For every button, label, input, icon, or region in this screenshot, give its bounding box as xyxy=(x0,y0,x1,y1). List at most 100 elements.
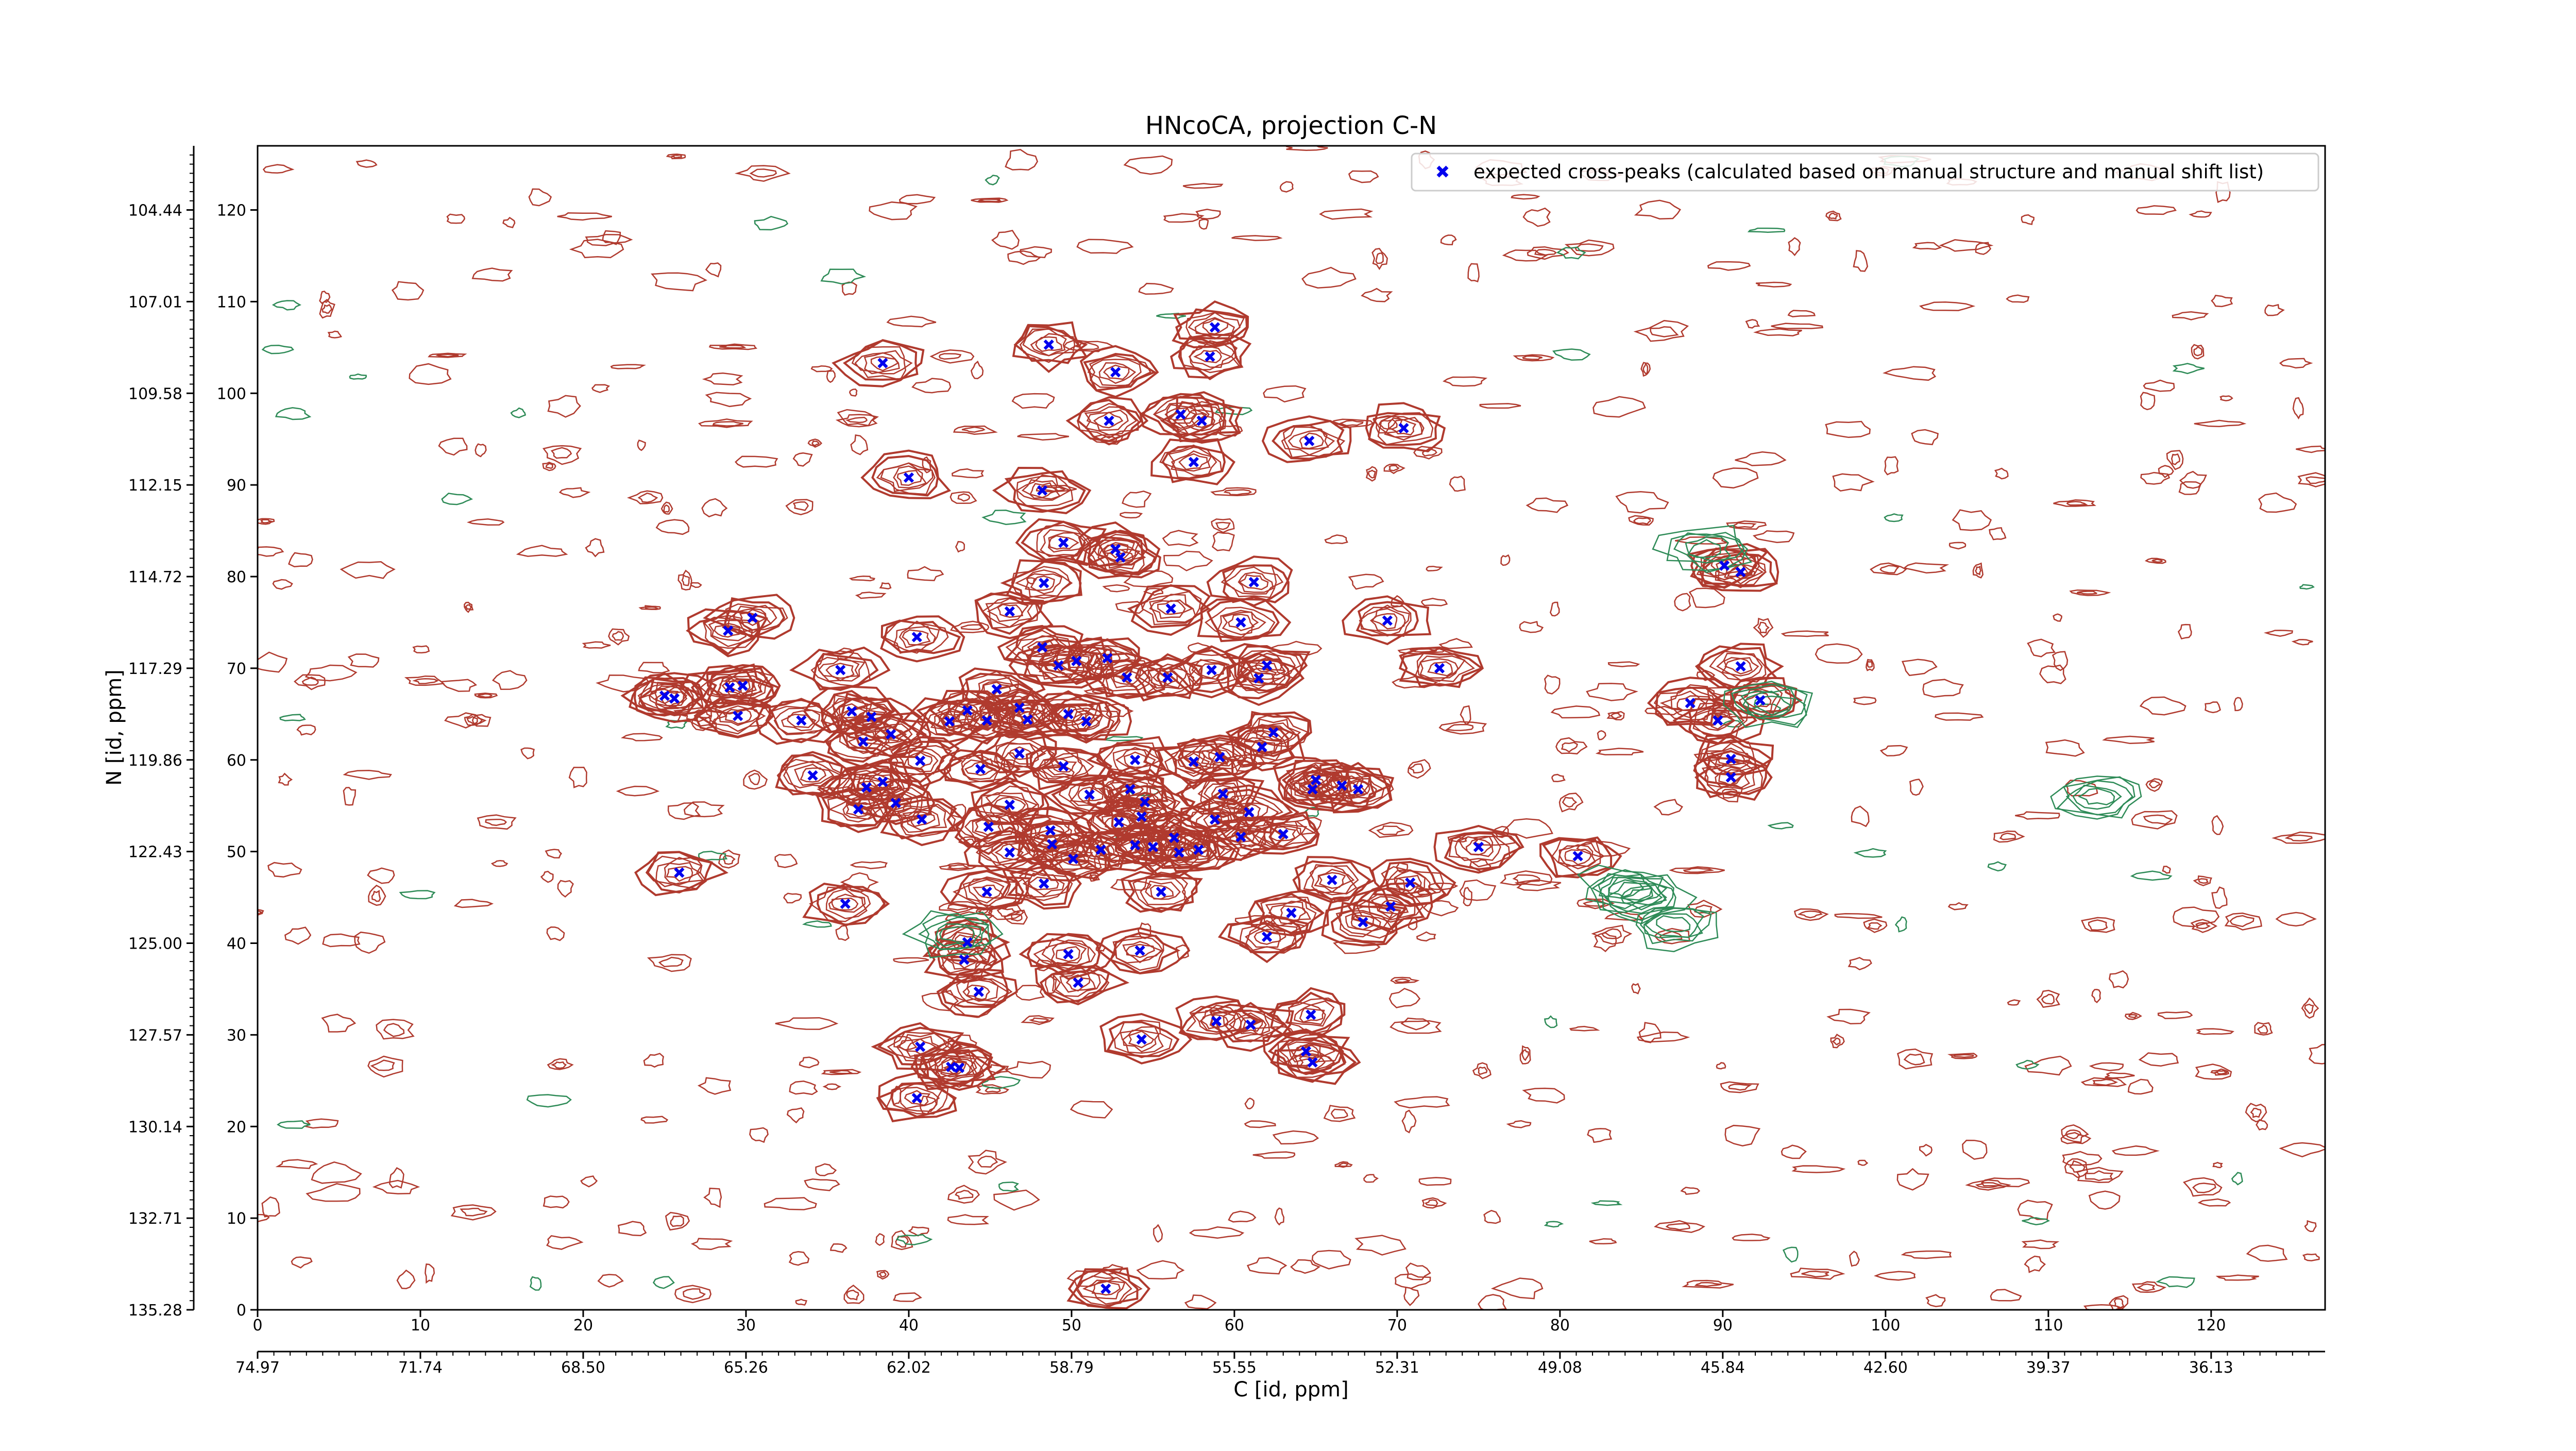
contour-line xyxy=(306,1183,361,1202)
contour-line xyxy=(921,1048,996,1085)
contour-line xyxy=(743,769,768,790)
contour-line xyxy=(1544,1221,1564,1228)
contour-line xyxy=(464,604,472,610)
cross-peak-marker xyxy=(1139,797,1150,807)
contour-line xyxy=(1521,1049,1530,1061)
contour-line xyxy=(827,723,890,759)
cross-peak-marker xyxy=(1102,653,1113,664)
cross-peak-marker xyxy=(1037,642,1048,653)
contour-line xyxy=(275,1159,318,1169)
contour-line xyxy=(997,603,1024,618)
contour-line xyxy=(2308,1043,2325,1065)
cross-peak-marker xyxy=(1572,851,1583,862)
contour-line xyxy=(837,409,876,427)
contour-line xyxy=(941,696,993,724)
cross-peak-marker xyxy=(1004,799,1015,811)
cross-peak-marker xyxy=(1125,784,1136,795)
contour-line xyxy=(1866,659,1875,671)
contour-line xyxy=(1368,822,1414,838)
contour-line xyxy=(1347,887,1425,931)
cross-peak-marker xyxy=(858,736,869,747)
contour-line xyxy=(446,213,466,224)
y-ppm-tick-label: 135.28 xyxy=(128,1302,182,1320)
contour-line xyxy=(1189,340,1238,370)
contour-line xyxy=(896,805,947,833)
x-ppm-tick-label: 55.55 xyxy=(1212,1359,1257,1377)
contour-line xyxy=(1299,1007,1325,1023)
contour-line xyxy=(2088,1190,2121,1210)
cross-peak-marker xyxy=(1045,825,1056,836)
cross-peak-marker xyxy=(1261,931,1273,942)
contour-line xyxy=(1015,518,1108,566)
cross-peak-marker xyxy=(1165,603,1176,614)
contour-line xyxy=(1709,650,1767,683)
cross-peak-marker xyxy=(1039,878,1049,889)
contour-line xyxy=(807,438,823,448)
cross-peak-marker xyxy=(1130,754,1141,765)
contour-line xyxy=(1392,676,1438,689)
cross-peak-marker xyxy=(1156,886,1166,898)
contour-line xyxy=(891,1082,943,1112)
cross-peak-marker xyxy=(1175,409,1186,420)
contour-line xyxy=(321,303,333,314)
cross-peak-marker xyxy=(1058,761,1069,772)
contour-line xyxy=(1867,661,1873,668)
contour-line xyxy=(832,339,925,387)
contour-line xyxy=(850,861,888,869)
contour-line xyxy=(1038,649,1080,680)
contour-line xyxy=(355,159,378,168)
contour-line xyxy=(1724,657,1753,675)
contour-line xyxy=(1082,1279,1126,1300)
contour-line xyxy=(1383,463,1405,475)
contour-line xyxy=(477,814,517,830)
contour-line xyxy=(1372,412,1434,446)
contour-line xyxy=(1919,301,1976,311)
contour-line xyxy=(703,594,795,640)
contour-line xyxy=(2088,919,2108,931)
contour-line xyxy=(655,519,690,535)
contour-line xyxy=(1036,959,1052,972)
contour-line xyxy=(2021,214,2035,225)
contour-line xyxy=(1163,213,1205,223)
contour-line xyxy=(1175,767,1265,818)
y-index-tick-label: 120 xyxy=(217,202,246,220)
contour-line xyxy=(1539,837,1622,878)
contour-line xyxy=(1008,746,1033,760)
contour-line xyxy=(1150,885,1174,900)
contour-line xyxy=(655,856,704,887)
contour-line xyxy=(940,1056,977,1077)
contour-line xyxy=(540,870,554,883)
x-ppm-tick-label: 65.26 xyxy=(724,1359,768,1377)
contour-line xyxy=(2144,558,2166,564)
contour-line xyxy=(1640,362,1651,377)
contour-line xyxy=(903,750,939,772)
cross-peak-marker xyxy=(917,814,927,825)
contour-line xyxy=(319,299,335,319)
contour-line xyxy=(1211,518,1235,533)
contour-line xyxy=(1975,565,1982,576)
contour-line xyxy=(1022,328,1076,357)
contour-line xyxy=(1157,600,1186,615)
contour-line xyxy=(1544,674,1561,695)
contour-line xyxy=(279,714,306,721)
contour-line xyxy=(998,1182,1020,1192)
contour-line xyxy=(1178,453,1208,470)
cross-peak-marker xyxy=(1713,715,1723,726)
contour-layer xyxy=(258,146,2325,1310)
contour-line xyxy=(670,1215,684,1227)
contour-line xyxy=(799,1056,820,1069)
contour-line xyxy=(962,876,1011,908)
contour-line xyxy=(1793,908,1829,921)
contour-line xyxy=(952,878,1018,910)
cross-peak-marker xyxy=(1327,874,1337,885)
contour-line xyxy=(1781,630,1829,637)
contour-line xyxy=(2178,481,2202,495)
contour-line xyxy=(2233,697,2243,712)
contour-line xyxy=(1502,249,1548,262)
contour-line xyxy=(2195,922,2211,930)
contour-line xyxy=(792,452,813,467)
contour-line xyxy=(1634,199,1681,220)
contour-line xyxy=(284,926,312,945)
contour-line xyxy=(1460,705,1471,726)
contour-line xyxy=(821,787,893,828)
